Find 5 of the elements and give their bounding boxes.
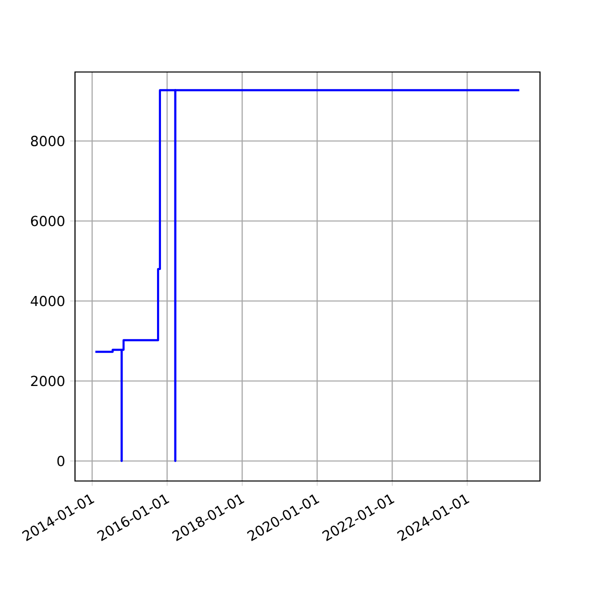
y-tick-label: 0 xyxy=(57,456,64,466)
y-tick-label: 4000 xyxy=(30,296,64,306)
y-tick-label: 2000 xyxy=(31,376,64,386)
y-tick-label: 8000 xyxy=(30,136,64,146)
y-tick-label: 6000 xyxy=(31,216,64,226)
